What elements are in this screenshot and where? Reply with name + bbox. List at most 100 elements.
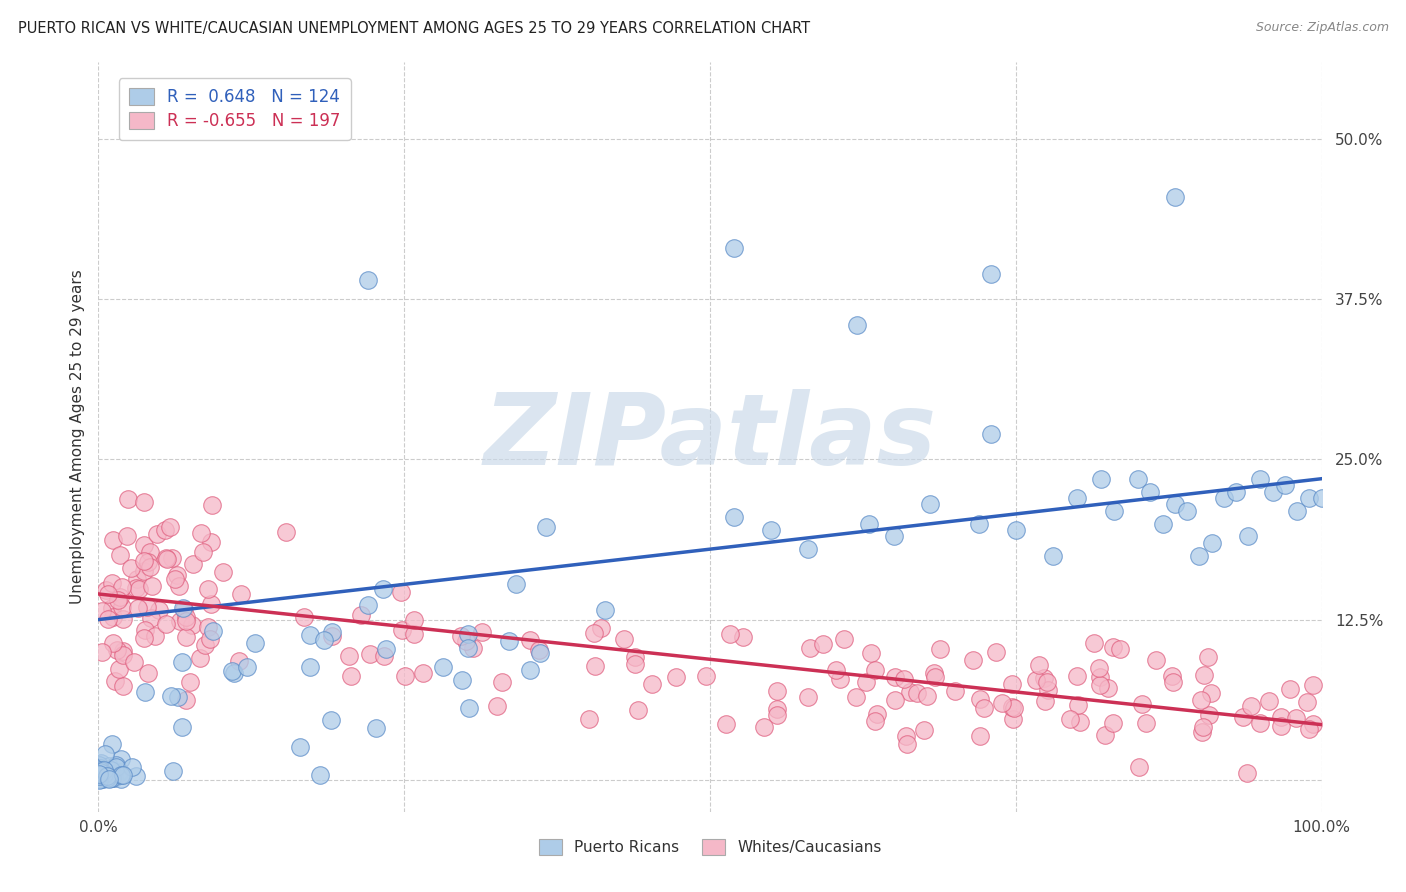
- Point: [1302, 678, 1324, 692]
- Point: [1088, 670, 1111, 684]
- Point: [101, 533, 124, 547]
- Point: [519, 663, 541, 677]
- Point: [1101, 640, 1123, 655]
- Point: [91, 771, 114, 785]
- Point: [714, 717, 737, 731]
- Point: [111, 580, 134, 594]
- Point: [132, 495, 155, 509]
- Point: [920, 497, 942, 511]
- Point: [863, 714, 886, 728]
- Point: [211, 565, 233, 579]
- Point: [1097, 681, 1119, 695]
- Point: [94, 747, 117, 761]
- Point: [1257, 694, 1279, 708]
- Point: [97, 587, 120, 601]
- Point: [884, 693, 907, 707]
- Point: [108, 662, 131, 676]
- Point: [134, 623, 156, 637]
- Point: [536, 520, 558, 534]
- Point: [134, 685, 156, 699]
- Point: [855, 675, 877, 690]
- Point: [112, 644, 135, 658]
- Point: [180, 618, 202, 632]
- Point: [110, 772, 132, 787]
- Point: [87, 758, 110, 772]
- Point: [103, 771, 125, 785]
- Point: [371, 582, 394, 597]
- Point: [582, 626, 605, 640]
- Point: [93, 766, 115, 780]
- Text: Source: ZipAtlas.com: Source: ZipAtlas.com: [1256, 21, 1389, 34]
- Point: [1002, 712, 1025, 726]
- Point: [155, 551, 177, 566]
- Point: [1102, 504, 1125, 518]
- Point: [929, 642, 952, 657]
- Point: [356, 273, 378, 287]
- Point: [432, 659, 454, 673]
- Point: [188, 651, 211, 665]
- Point: [101, 771, 124, 785]
- Point: [159, 520, 181, 534]
- Point: [589, 621, 612, 635]
- Point: [90, 767, 112, 781]
- Point: [105, 643, 128, 657]
- Point: [91, 604, 114, 618]
- Point: [357, 598, 380, 612]
- Point: [1025, 673, 1047, 687]
- Point: [915, 690, 938, 704]
- Point: [1102, 716, 1125, 731]
- Point: [1130, 698, 1153, 712]
- Point: [1160, 669, 1182, 683]
- Point: [962, 653, 984, 667]
- Point: [91, 772, 114, 786]
- Point: [1212, 491, 1234, 505]
- Point: [752, 720, 775, 734]
- Point: [1236, 766, 1258, 780]
- Point: [924, 670, 946, 684]
- Point: [1249, 472, 1271, 486]
- Point: [172, 720, 194, 734]
- Point: [308, 767, 330, 781]
- Point: [858, 516, 880, 531]
- Point: [98, 759, 121, 773]
- Point: [1261, 484, 1284, 499]
- Point: [89, 764, 111, 779]
- Point: [1296, 695, 1319, 709]
- Point: [1090, 472, 1112, 486]
- Point: [458, 701, 481, 715]
- Point: [641, 677, 664, 691]
- Point: [91, 769, 114, 783]
- Point: [824, 663, 846, 677]
- Point: [1139, 484, 1161, 499]
- Point: [1270, 718, 1292, 732]
- Point: [107, 592, 129, 607]
- Point: [299, 628, 322, 642]
- Point: [1197, 649, 1219, 664]
- Point: [94, 768, 117, 782]
- Point: [125, 581, 148, 595]
- Point: [359, 647, 381, 661]
- Point: [299, 659, 322, 673]
- Point: [91, 645, 114, 659]
- Point: [1066, 669, 1088, 683]
- Point: [155, 616, 177, 631]
- Point: [89, 772, 111, 787]
- Point: [96, 772, 118, 786]
- Point: [865, 663, 887, 677]
- Point: [174, 693, 197, 707]
- Point: [98, 771, 121, 785]
- Point: [893, 673, 915, 687]
- Point: [105, 758, 128, 772]
- Point: [969, 729, 991, 743]
- Point: [364, 722, 387, 736]
- Point: [90, 768, 112, 782]
- Point: [179, 675, 201, 690]
- Point: [100, 764, 122, 778]
- Point: [486, 698, 509, 713]
- Point: [135, 599, 157, 614]
- Point: [91, 772, 114, 787]
- Point: [1270, 709, 1292, 723]
- Point: [125, 572, 148, 586]
- Point: [174, 615, 197, 629]
- Point: [498, 634, 520, 648]
